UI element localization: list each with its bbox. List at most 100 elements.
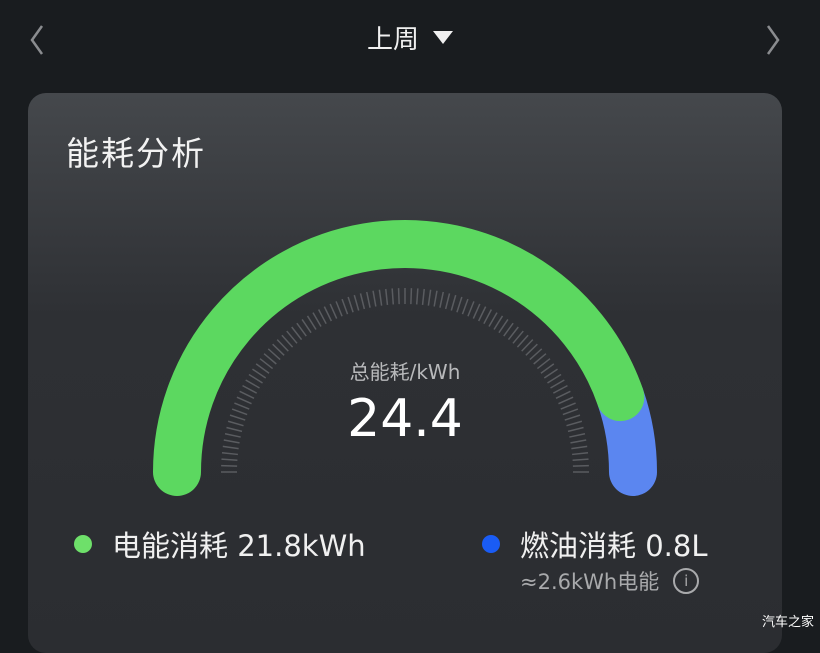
gauge-tick bbox=[231, 408, 248, 416]
gauge-tick bbox=[239, 390, 255, 400]
gauge-tick bbox=[366, 291, 371, 308]
gauge-tick bbox=[572, 464, 589, 467]
electric-label: 电能消耗 21.8kWh bbox=[112, 529, 366, 563]
gauge-tick bbox=[439, 291, 444, 308]
gauge-tick bbox=[227, 420, 244, 427]
gauge-tick bbox=[306, 315, 317, 330]
gauge-tick bbox=[516, 334, 529, 348]
gauge-tick bbox=[252, 368, 267, 379]
gauge-tick bbox=[536, 358, 551, 370]
gauge-tick bbox=[224, 433, 241, 438]
gauge-tick bbox=[234, 402, 250, 410]
gauge-tick bbox=[562, 408, 579, 416]
gauge-tick bbox=[543, 368, 558, 379]
fuel-dot bbox=[482, 535, 500, 553]
gauge-tick bbox=[259, 358, 274, 370]
prev-period-button[interactable] bbox=[22, 22, 52, 58]
gauge-tick bbox=[569, 433, 586, 438]
gauge-tick bbox=[335, 301, 343, 317]
gauge-tick bbox=[552, 384, 568, 394]
gauge-tick bbox=[272, 343, 285, 356]
gauge-tick bbox=[540, 363, 555, 374]
gauge-segment-电能消耗 bbox=[153, 220, 645, 496]
gauge-tick bbox=[236, 396, 252, 405]
gauge-tick bbox=[450, 294, 457, 311]
gauge-tick bbox=[281, 334, 294, 348]
next-period-button[interactable] bbox=[758, 22, 788, 58]
gauge-tick bbox=[329, 303, 338, 319]
gauge-tick bbox=[427, 289, 432, 306]
gauge-tick bbox=[397, 288, 400, 305]
watermark: 汽车之家 bbox=[761, 615, 814, 630]
gauge-tick bbox=[317, 309, 327, 325]
gauge-tick bbox=[385, 288, 389, 305]
fuel-equivalent-text: ≈2.6kWh电能 bbox=[520, 570, 660, 594]
gauge-tick bbox=[221, 452, 238, 456]
gauge-tick bbox=[572, 452, 589, 456]
gauge-tick bbox=[493, 315, 504, 330]
energy-gauge bbox=[153, 220, 657, 496]
gauge-tick bbox=[263, 353, 277, 365]
gauge-tick bbox=[525, 343, 538, 356]
total-value: 24.4 bbox=[347, 389, 463, 449]
gauge-tick bbox=[323, 306, 333, 322]
gauge-tick bbox=[547, 373, 562, 384]
gauge-tick bbox=[353, 294, 360, 311]
gauge-tick bbox=[570, 439, 587, 444]
chevron-left-icon bbox=[30, 25, 44, 55]
legend-electric: 电能消耗 21.8kWh bbox=[74, 523, 366, 565]
gauge-tick bbox=[456, 296, 463, 313]
gauge-tick bbox=[503, 322, 514, 337]
gauge-tick bbox=[223, 439, 240, 444]
electric-dot bbox=[74, 535, 92, 553]
gauge-tick bbox=[222, 445, 239, 450]
period-selector[interactable]: 上周 bbox=[0, 22, 820, 58]
gauge-tick bbox=[564, 414, 581, 421]
gauge-tick bbox=[276, 339, 289, 352]
card-title: 能耗分析 bbox=[66, 134, 206, 173]
legend-fuel: 燃油消耗 0.8L bbox=[482, 523, 708, 565]
gauge-tick bbox=[477, 306, 487, 322]
gauge-tick bbox=[226, 426, 243, 433]
gauge-tick bbox=[347, 296, 354, 313]
gauge-tick bbox=[378, 289, 383, 306]
gauge-tick bbox=[444, 293, 451, 310]
chevron-right-icon bbox=[766, 25, 780, 55]
gauge-tick bbox=[221, 458, 238, 462]
gauge-tick bbox=[415, 288, 419, 305]
gauge-tick bbox=[560, 402, 576, 410]
gauge-tick bbox=[229, 414, 246, 421]
gauge-tick bbox=[566, 420, 583, 427]
gauge-tick bbox=[567, 426, 584, 433]
gauge-tick bbox=[341, 298, 349, 315]
gauge-tick bbox=[245, 379, 260, 389]
gauge-tick bbox=[242, 384, 258, 394]
gauge-tick bbox=[529, 348, 543, 361]
gauge-tick bbox=[472, 303, 481, 319]
gauge-tick bbox=[571, 445, 588, 450]
gauge-tick bbox=[550, 379, 565, 389]
gauge-tick bbox=[498, 319, 509, 334]
gauge-tick bbox=[248, 373, 263, 384]
gauge-tick bbox=[483, 309, 493, 325]
gauge-tick bbox=[301, 319, 312, 334]
fuel-label: 燃油消耗 0.8L bbox=[520, 529, 708, 563]
gauge-tick bbox=[312, 312, 322, 327]
gauge-tick bbox=[521, 339, 534, 352]
gauge-tick bbox=[410, 288, 413, 305]
gauge-tick bbox=[488, 312, 498, 327]
gauge-tick bbox=[221, 464, 238, 467]
gauge-tick bbox=[421, 288, 425, 305]
energy-analysis-card: 能耗分析 总能耗/kWh 24.4 电能消耗 21.8kWh 燃油消耗 0.8L… bbox=[28, 93, 782, 653]
info-icon[interactable]: i bbox=[673, 568, 700, 594]
gauge-tick bbox=[359, 293, 366, 310]
gauge-tick bbox=[572, 458, 589, 462]
period-label: 上周 bbox=[366, 25, 419, 55]
gauge-tick bbox=[467, 301, 475, 317]
gauge-tick bbox=[558, 396, 574, 405]
gauge-tick bbox=[296, 322, 307, 337]
gauge-tick bbox=[391, 288, 395, 305]
gauge-tick bbox=[461, 298, 469, 315]
gauge-tick bbox=[433, 290, 438, 307]
gauge-tick bbox=[555, 390, 571, 400]
